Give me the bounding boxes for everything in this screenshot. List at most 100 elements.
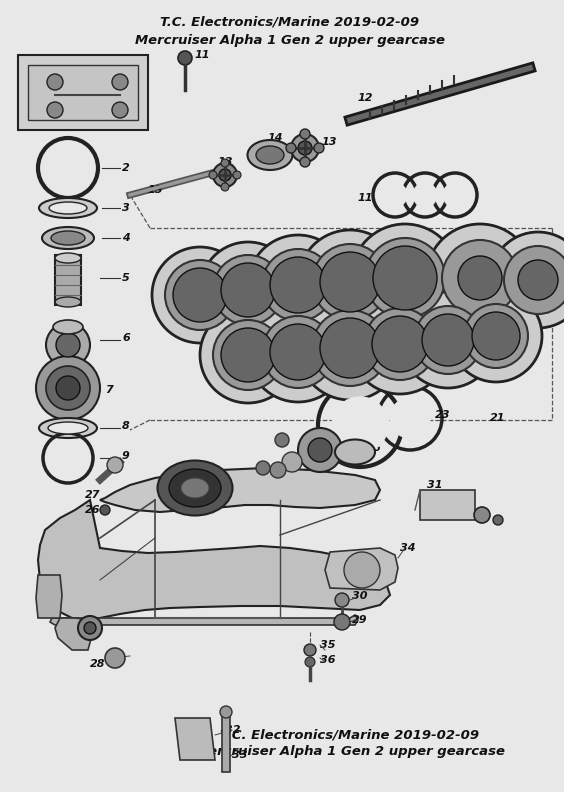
Circle shape [442,240,518,316]
Circle shape [426,224,534,332]
Circle shape [47,102,63,118]
Circle shape [458,256,502,300]
Circle shape [518,260,558,300]
Circle shape [450,290,542,382]
Circle shape [443,183,467,207]
Text: 17: 17 [338,302,354,312]
Ellipse shape [55,253,81,263]
Polygon shape [325,548,398,590]
Text: 25: 25 [268,473,284,483]
Ellipse shape [248,140,293,170]
Circle shape [472,312,520,360]
Circle shape [300,157,310,167]
Circle shape [298,296,402,400]
Circle shape [320,252,380,312]
Text: 18: 18 [284,305,299,315]
Circle shape [46,323,90,367]
Circle shape [56,376,80,400]
Text: 28: 28 [90,659,105,669]
Text: 35: 35 [320,640,336,650]
Text: 2: 2 [122,163,130,173]
Polygon shape [100,468,380,512]
Ellipse shape [39,198,97,218]
Circle shape [248,235,348,335]
Circle shape [413,183,437,207]
Circle shape [286,143,296,153]
Text: 3: 3 [122,203,130,213]
Text: 5: 5 [122,273,130,283]
Circle shape [262,249,334,321]
Bar [420,490,475,520]
Ellipse shape [49,202,87,214]
Text: 11: 11 [358,193,373,203]
Text: 6: 6 [122,333,130,343]
Text: 16: 16 [392,299,408,309]
Circle shape [200,242,296,338]
Text: 22: 22 [395,423,411,433]
Circle shape [173,268,227,322]
Ellipse shape [55,297,81,307]
Circle shape [298,428,342,472]
Circle shape [200,307,296,403]
Text: Mercruiser Alpha 1 Gen 2 upper gearcase: Mercruiser Alpha 1 Gen 2 upper gearcase [135,33,445,47]
Circle shape [47,74,63,90]
Text: 13: 13 [218,157,233,167]
Circle shape [78,616,102,640]
Circle shape [373,246,437,310]
Circle shape [46,366,90,410]
Text: 26: 26 [85,505,100,515]
Circle shape [112,102,128,118]
Circle shape [300,129,310,139]
Circle shape [365,238,445,318]
Circle shape [262,316,334,388]
Circle shape [464,304,528,368]
Text: 34: 34 [400,543,416,553]
Ellipse shape [42,227,94,249]
Circle shape [233,171,241,179]
Circle shape [152,247,248,343]
Polygon shape [55,618,92,650]
Circle shape [270,324,326,380]
Circle shape [209,171,217,179]
Circle shape [256,461,270,475]
Ellipse shape [39,418,97,438]
Circle shape [221,263,275,317]
Ellipse shape [51,231,85,245]
Text: 36: 36 [320,655,336,665]
Text: 4: 4 [122,233,130,243]
Circle shape [213,255,283,325]
Ellipse shape [157,460,232,516]
Bar [222,710,230,772]
Circle shape [219,169,231,181]
Text: 15: 15 [148,185,164,195]
Circle shape [282,452,302,472]
Circle shape [178,51,192,65]
Circle shape [493,515,503,525]
Polygon shape [38,500,390,620]
Circle shape [305,657,315,667]
Circle shape [314,143,324,153]
Text: 29: 29 [352,615,368,625]
Polygon shape [50,615,358,625]
Circle shape [270,257,326,313]
Circle shape [298,230,402,334]
Text: 23: 23 [435,410,451,420]
Circle shape [220,706,232,718]
Circle shape [221,183,229,191]
Ellipse shape [48,422,88,434]
Ellipse shape [256,146,284,164]
Circle shape [344,552,380,588]
Circle shape [291,134,319,162]
Circle shape [422,314,474,366]
Circle shape [48,148,88,188]
Text: 31: 31 [427,480,443,490]
Text: 14: 14 [268,133,284,143]
Circle shape [312,244,388,320]
Circle shape [504,246,564,314]
Circle shape [84,622,96,634]
Text: 9: 9 [122,451,130,461]
Text: 24: 24 [298,450,314,460]
Circle shape [350,294,450,394]
Text: 21: 21 [490,413,505,423]
Circle shape [213,320,283,390]
